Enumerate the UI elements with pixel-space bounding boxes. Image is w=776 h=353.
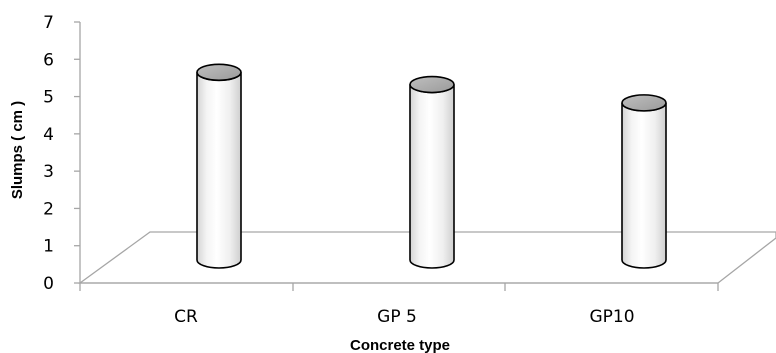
y-tick-label: 0 — [43, 274, 54, 294]
bar-gp10 — [621, 94, 667, 269]
bar-cap — [409, 75, 455, 94]
y-tick-label: 2 — [43, 199, 54, 219]
x-axis-title: Concrete type — [350, 337, 450, 353]
bar-cap — [621, 94, 667, 112]
y-tick-label: 3 — [43, 162, 54, 182]
y-axis-title: Slumps ( cm ) — [9, 101, 26, 199]
y-tick-label: 1 — [43, 237, 54, 257]
y-tick-label: 7 — [43, 13, 54, 33]
x-axis-ticks: CR GP 5 GP10 — [79, 283, 719, 327]
bar-body — [409, 84, 455, 269]
bar-body — [196, 72, 242, 269]
y-axis-ticks: 0 1 2 3 4 5 6 7 — [43, 13, 80, 294]
bar-series — [196, 63, 667, 269]
y-tick-label: 4 — [43, 125, 54, 145]
x-tick-label: GP10 — [589, 307, 634, 327]
bar-cap — [196, 63, 242, 82]
x-tick-label: GP 5 — [377, 307, 417, 327]
bar-body — [621, 102, 667, 269]
y-tick-label: 5 — [43, 88, 54, 108]
x-tick-label: CR — [174, 307, 198, 327]
bar-cr — [196, 63, 242, 269]
bar-gp5 — [409, 75, 455, 269]
y-tick-label: 6 — [43, 50, 54, 70]
